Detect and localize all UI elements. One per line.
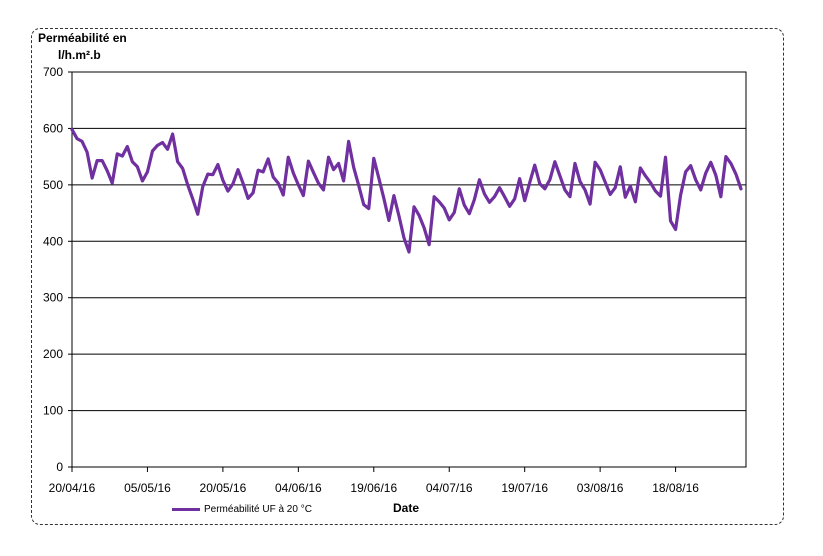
x-tick-label: 18/08/16 <box>652 481 699 495</box>
y-axis-label: Perméabilité en l/h.m².b <box>38 30 158 64</box>
x-tick-label: 05/05/16 <box>124 481 171 495</box>
y-tick-label: 100 <box>43 404 63 418</box>
grid-lines <box>72 127 746 412</box>
y-tick-label: 300 <box>43 291 63 305</box>
chart-frame <box>31 28 784 525</box>
legend: Perméabilité UF à 20 °C <box>172 504 312 515</box>
y-tick-labels: 0 100 200 300 400 500 600 700 <box>43 65 72 474</box>
y-tick-label: 600 <box>43 121 63 135</box>
y-axis-label-line1: Perméabilité en <box>38 31 127 45</box>
series-lines <box>70 127 743 254</box>
x-tick-label: 19/06/16 <box>350 481 397 495</box>
x-tick-labels: 20/04/16 05/05/16 20/05/16 04/06/16 19/06/16… <box>49 467 699 495</box>
y-axis-label-line2: l/h.m².b <box>58 48 101 62</box>
x-tick-label: 03/08/16 <box>577 481 624 495</box>
x-tick-label: 04/06/16 <box>275 481 322 495</box>
series-line <box>70 127 743 254</box>
x-axis-label: Date <box>393 501 420 515</box>
y-tick-label: 400 <box>43 234 63 248</box>
legend-swatch <box>172 508 200 511</box>
y-tick-label: 500 <box>43 178 63 192</box>
legend-label: Perméabilité UF à 20 °C <box>204 504 312 515</box>
x-tick-label: 20/05/16 <box>200 481 247 495</box>
x-tick-label: 20/04/16 <box>49 481 96 495</box>
x-tick-label: 19/07/16 <box>501 481 548 495</box>
plot-area <box>71 71 747 468</box>
y-tick-label: 0 <box>56 460 63 474</box>
y-tick-label: 200 <box>43 347 63 361</box>
y-tick-label: 700 <box>43 65 63 79</box>
x-tick-label: 04/07/16 <box>426 481 473 495</box>
